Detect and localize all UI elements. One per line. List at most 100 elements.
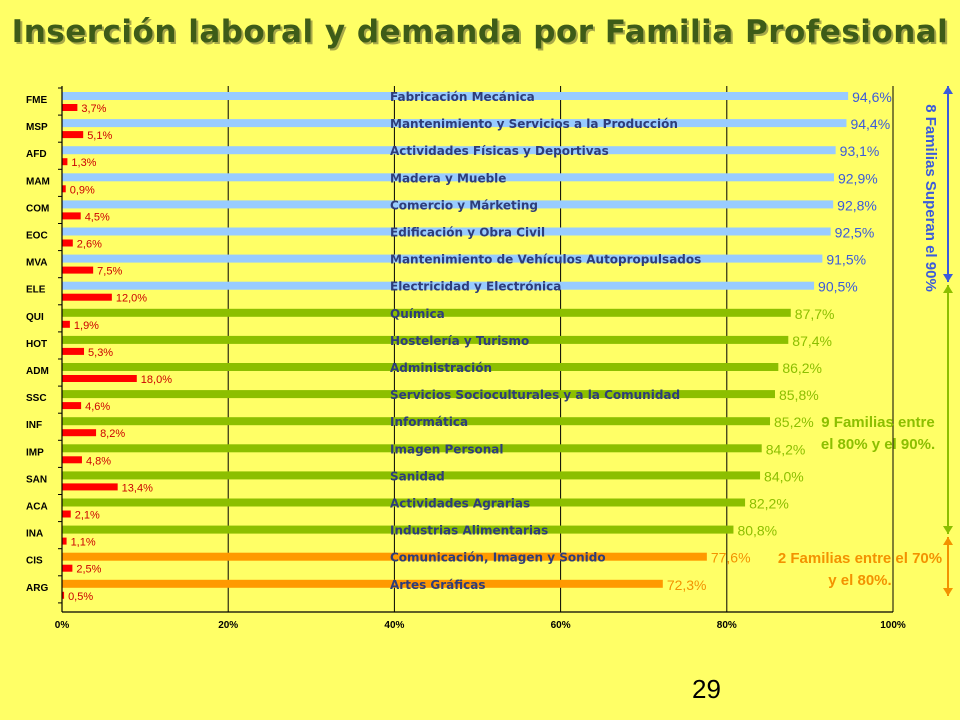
x-tick-label: 100% — [880, 620, 906, 631]
demand-bar — [62, 212, 81, 220]
category-label: MVA — [26, 258, 47, 269]
demand-bar — [62, 483, 118, 491]
family-name-label: Hostelería y Turismo — [390, 334, 529, 348]
demand-bar — [62, 266, 94, 274]
main-bar — [62, 444, 762, 453]
main-bar — [62, 173, 834, 182]
demand-value-label: 12,0% — [116, 293, 147, 305]
main-value-label: 82,2% — [749, 496, 789, 512]
demand-bar — [62, 429, 97, 437]
demand-value-label: 1,3% — [71, 157, 96, 169]
family-name-label: Actividades Físicas y Deportivas — [390, 144, 609, 158]
family-name-label: Sanidad — [390, 469, 445, 483]
demand-value-label: 3,7% — [81, 103, 106, 115]
main-value-label: 86,2% — [782, 360, 822, 376]
x-tick-label: 20% — [218, 620, 238, 631]
category-label: ADM — [26, 366, 49, 377]
main-bar — [62, 335, 789, 344]
x-tick-label: 40% — [384, 620, 404, 631]
family-name-label: Industrias Alimentarias — [390, 524, 548, 538]
demand-value-label: 4,8% — [86, 455, 111, 467]
family-name-label: Fabricación Mecánica — [390, 90, 535, 104]
family-name-label: Artes Gráficas — [390, 578, 486, 592]
demand-value-label: 2,5% — [76, 564, 101, 576]
main-bar — [62, 281, 815, 290]
demand-bar — [62, 375, 137, 382]
main-bar — [62, 200, 834, 209]
demand-bar — [62, 564, 73, 572]
family-name-label: Mantenimiento de Vehículos Autopropulsad… — [390, 253, 701, 267]
demand-value-label: 7,5% — [97, 266, 122, 278]
main-bar — [62, 363, 779, 371]
family-name-label: Comunicación, Imagen y Sonido — [390, 551, 606, 565]
family-name-label: Madera y Mueble — [390, 171, 506, 185]
bracket-70-80-arrow-bottom — [943, 588, 953, 596]
main-bar — [62, 119, 847, 128]
main-bar — [62, 525, 734, 534]
main-value-label: 84,0% — [764, 468, 804, 484]
main-value-label: 87,7% — [795, 306, 835, 322]
main-value-label: 94,6% — [852, 89, 892, 105]
category-label: IMP — [26, 447, 44, 458]
demand-value-label: 1,9% — [74, 320, 99, 332]
category-label: ARG — [26, 583, 48, 594]
family-name-label: Comercio y Márketing — [390, 198, 538, 212]
main-value-label: 77,6% — [711, 550, 751, 566]
bracket-80-90-arrow-bottom — [943, 526, 953, 534]
bracket-over-90-arrow-top — [943, 86, 953, 94]
family-name-label: Actividades Agrarias — [390, 497, 530, 511]
family-name-label: Administración — [390, 361, 492, 375]
family-name-label: Servicios Socioculturales y a la Comunid… — [390, 388, 680, 402]
main-value-label: 80,8% — [737, 523, 777, 539]
axis: 0% 20% 40% 60% 80% 100% FME MSP AFD MAM COM EOC MVA E… — [26, 86, 906, 631]
category-label: ELE — [26, 285, 46, 296]
family-name-label: Mantenimiento y Servicios a la Producció… — [390, 117, 678, 131]
demand-bar — [62, 185, 66, 193]
x-tick-label: 60% — [551, 620, 571, 631]
demand-bar — [62, 320, 70, 328]
main-value-label: 92,9% — [838, 170, 878, 186]
main-bar — [62, 308, 791, 317]
x-tick-label: 0% — [55, 620, 70, 631]
category-label: QUI — [26, 312, 44, 323]
demand-value-label: 0,9% — [70, 184, 95, 196]
main-value-label: 72,3% — [667, 577, 707, 593]
demand-bar — [62, 104, 78, 111]
demand-bar — [62, 537, 67, 545]
main-bar — [62, 552, 707, 561]
category-label: SSC — [26, 393, 47, 404]
main-bar — [62, 254, 823, 263]
bracket-80-90-arrow-top — [943, 285, 953, 293]
category-label: ACA — [26, 502, 48, 513]
demand-value-label: 18,0% — [141, 374, 172, 386]
slide-title: Inserción laboral y demanda por Familia … — [11, 14, 949, 50]
demand-value-label: 5,3% — [88, 347, 113, 359]
page-number: 29 — [692, 674, 721, 704]
family-name-label: Informática — [390, 415, 468, 429]
category-label: CIS — [26, 556, 43, 567]
category-label: INF — [26, 420, 42, 431]
bracket-70-80-arrow-top — [943, 537, 953, 545]
main-bar — [62, 227, 831, 236]
category-label: COM — [26, 203, 49, 214]
demand-bar — [62, 456, 82, 464]
main-value-label: 92,8% — [837, 197, 877, 213]
demand-value-label: 4,5% — [85, 211, 110, 223]
demand-value-label: 8,2% — [100, 428, 125, 440]
category-label: SAN — [26, 474, 47, 485]
main-bar — [62, 498, 746, 507]
category-label: EOC — [26, 231, 48, 242]
main-value-label: 84,2% — [766, 441, 806, 457]
bracket-over-90-arrow-bottom — [943, 274, 953, 282]
demand-value-label: 13,4% — [122, 482, 153, 494]
family-name-label: Química — [390, 307, 445, 321]
main-bar — [62, 390, 775, 399]
main-bar — [62, 579, 663, 588]
main-value-label: 85,8% — [779, 387, 819, 403]
category-label: FME — [26, 95, 47, 106]
demand-value-label: 5,1% — [87, 130, 112, 142]
category-label: INA — [26, 529, 43, 540]
main-value-label: 93,1% — [840, 143, 880, 159]
annotation-over-90: 8 Familias Superan el 90% — [922, 104, 939, 292]
